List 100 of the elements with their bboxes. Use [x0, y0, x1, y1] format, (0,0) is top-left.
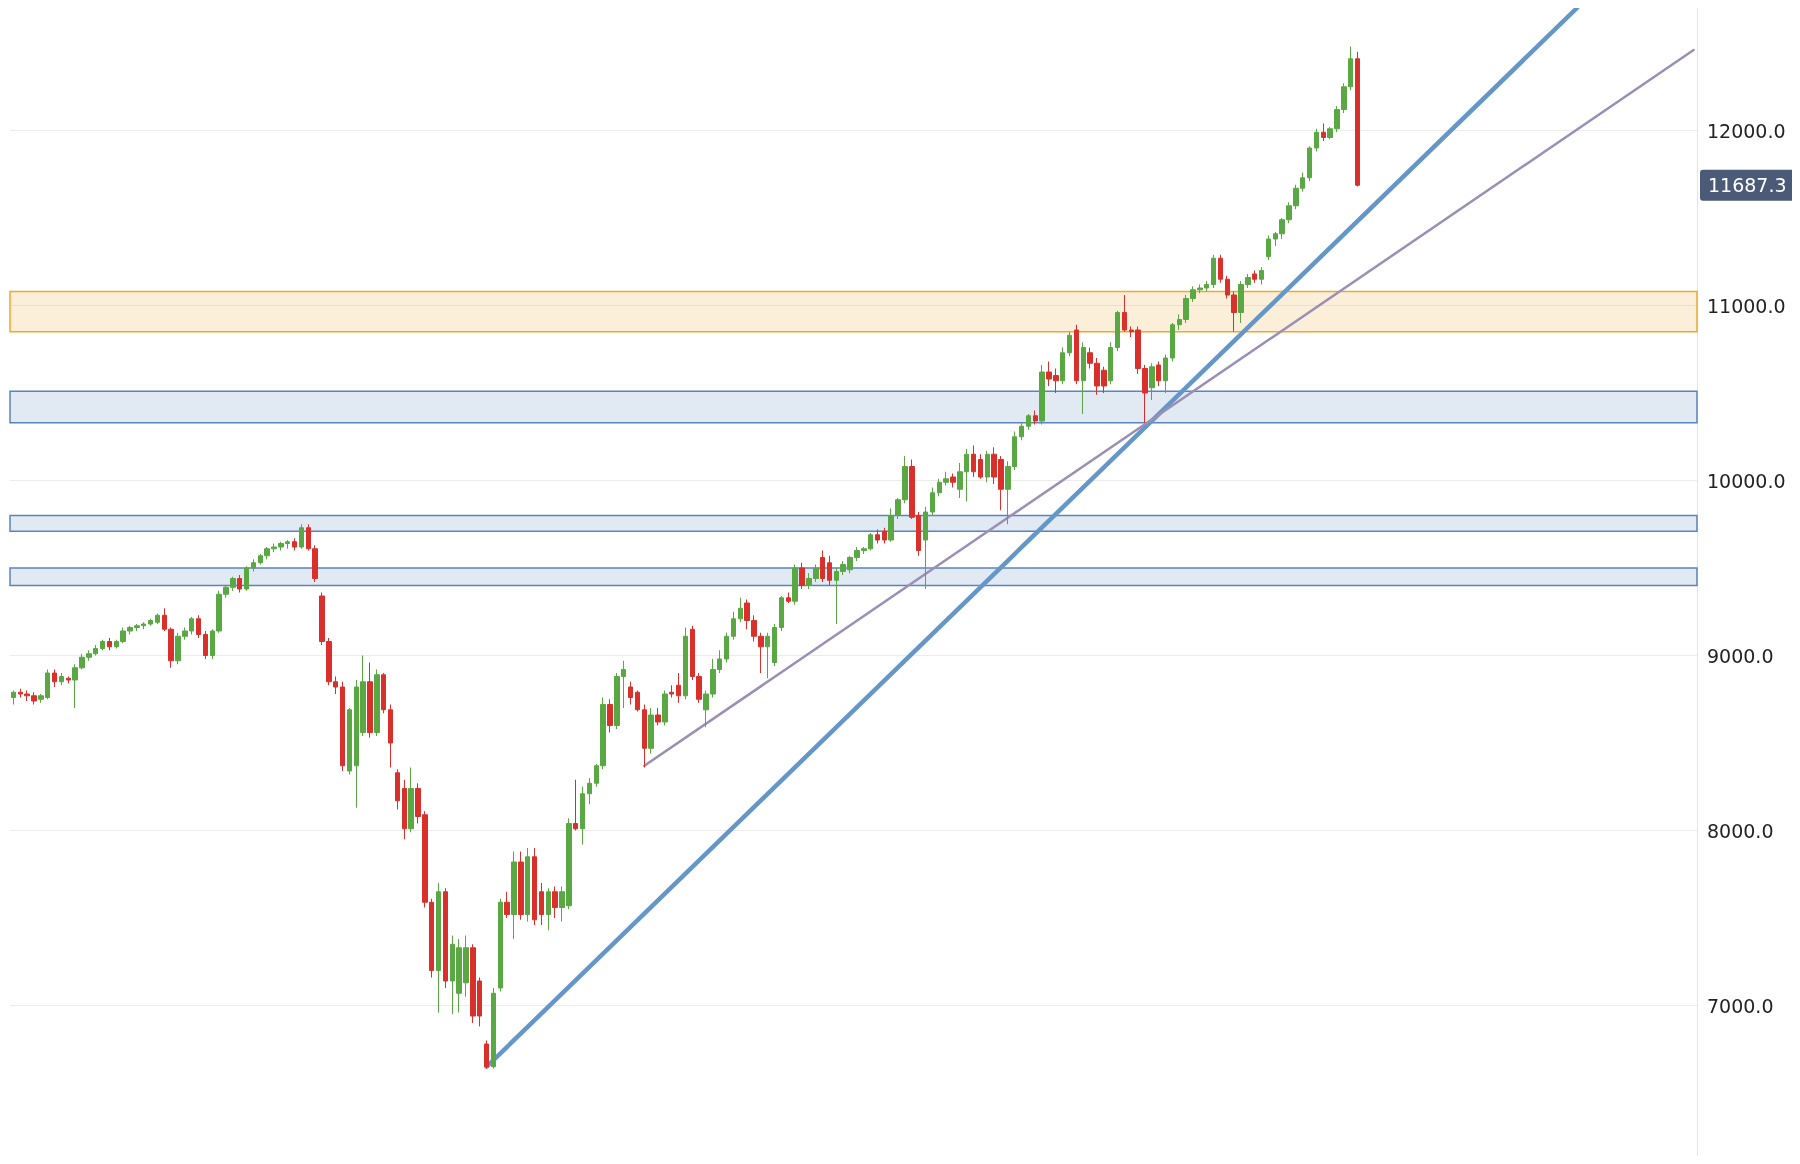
candlestick — [662, 690, 668, 726]
candlestick — [539, 882, 544, 926]
candlestick — [607, 698, 613, 733]
candlestick — [1039, 364, 1045, 425]
candlestick — [1074, 324, 1079, 385]
candlestick — [1266, 235, 1271, 261]
candlestick — [408, 767, 414, 833]
y-tick-label: 12000.0 — [1707, 119, 1786, 142]
candlestick — [1156, 361, 1161, 387]
candlestick — [107, 637, 112, 651]
candlestick — [532, 847, 537, 926]
candlestick — [203, 630, 208, 660]
candlestick — [11, 690, 16, 705]
text: 11687.3 — [1708, 174, 1787, 197]
candlestick — [367, 662, 373, 739]
candlestick — [1218, 254, 1223, 284]
candlestick — [1115, 310, 1120, 352]
candlestick — [340, 681, 345, 772]
candlestick — [765, 632, 770, 679]
candlestick — [738, 597, 743, 623]
candlestick — [950, 473, 956, 488]
candlestick — [1081, 341, 1086, 415]
candlestick — [1122, 294, 1127, 333]
candlestick — [1019, 422, 1024, 441]
candlestick — [792, 564, 798, 606]
candlestick — [1067, 331, 1072, 357]
candlestick — [484, 1040, 489, 1069]
candlestick — [1149, 362, 1155, 401]
candlestick — [779, 595, 784, 632]
candlestick — [504, 891, 510, 919]
candlestick — [1252, 270, 1257, 284]
candlestick — [518, 851, 524, 921]
candlestick — [100, 639, 105, 651]
candlestick — [683, 627, 688, 700]
candlestick — [1033, 410, 1038, 425]
candlestick — [875, 529, 880, 544]
candlestick — [552, 886, 558, 919]
candlestick — [196, 614, 201, 639]
candlestick — [1259, 266, 1264, 285]
candlestick — [930, 487, 935, 516]
candlestick — [882, 527, 887, 544]
y-tick-label: 7000.0 — [1707, 994, 1774, 1017]
y-tick-label: 8000.0 — [1707, 819, 1774, 842]
candlestick — [1307, 145, 1312, 182]
candlestick — [635, 690, 640, 712]
candlestick — [299, 523, 304, 550]
candlestick — [1163, 354, 1168, 394]
candlestick — [923, 506, 928, 590]
candlestick — [731, 611, 736, 641]
candlestick — [1170, 322, 1175, 362]
candlestick — [292, 537, 297, 551]
candlestick — [1321, 123, 1326, 142]
candlestick — [244, 565, 249, 592]
candlestick — [827, 555, 832, 586]
y-tick-label: 9000.0 — [1707, 644, 1774, 667]
candlestick — [251, 558, 256, 572]
candlestick — [374, 669, 380, 737]
candlestick — [491, 987, 496, 1069]
candlestick — [1314, 128, 1319, 152]
candlestick — [443, 887, 448, 989]
candlestick — [655, 707, 661, 726]
candlestick — [66, 676, 71, 684]
candlestick — [786, 592, 791, 604]
candlestick — [1026, 413, 1031, 431]
candlestick — [395, 768, 400, 810]
y-tick-label: 10000.0 — [1707, 469, 1786, 492]
candlestick — [148, 618, 153, 627]
candlestick — [1060, 347, 1065, 385]
candlestick — [724, 632, 729, 663]
candlestick — [648, 707, 654, 754]
candlestick — [155, 613, 160, 625]
candlestick — [642, 704, 647, 768]
candlestick — [676, 672, 681, 704]
candlestick — [573, 779, 578, 831]
candlestick — [546, 887, 551, 931]
candlestick — [237, 574, 242, 593]
candlestick — [820, 550, 825, 583]
candlestick — [772, 623, 777, 667]
candlestick — [388, 704, 393, 768]
candlestick — [1211, 254, 1216, 289]
candlestick — [402, 779, 407, 840]
candlestick — [436, 882, 441, 1013]
candlestick — [580, 786, 585, 845]
candlestick — [1108, 341, 1113, 385]
candlestick — [628, 681, 633, 705]
candlestick — [59, 672, 64, 686]
candlestick — [971, 445, 976, 478]
candlestick — [1355, 51, 1360, 187]
candlestick — [511, 851, 517, 940]
candlestick — [525, 847, 530, 922]
candlestick — [799, 562, 805, 590]
candlestick — [347, 707, 352, 775]
candlestick — [498, 898, 503, 992]
candlestick — [381, 672, 386, 714]
candlestick — [669, 684, 674, 698]
candlestick — [587, 777, 592, 805]
candlestick — [978, 453, 983, 480]
candlestick — [985, 450, 990, 483]
y-tick-label: 11000.0 — [1707, 294, 1786, 317]
candlestick — [52, 669, 57, 688]
